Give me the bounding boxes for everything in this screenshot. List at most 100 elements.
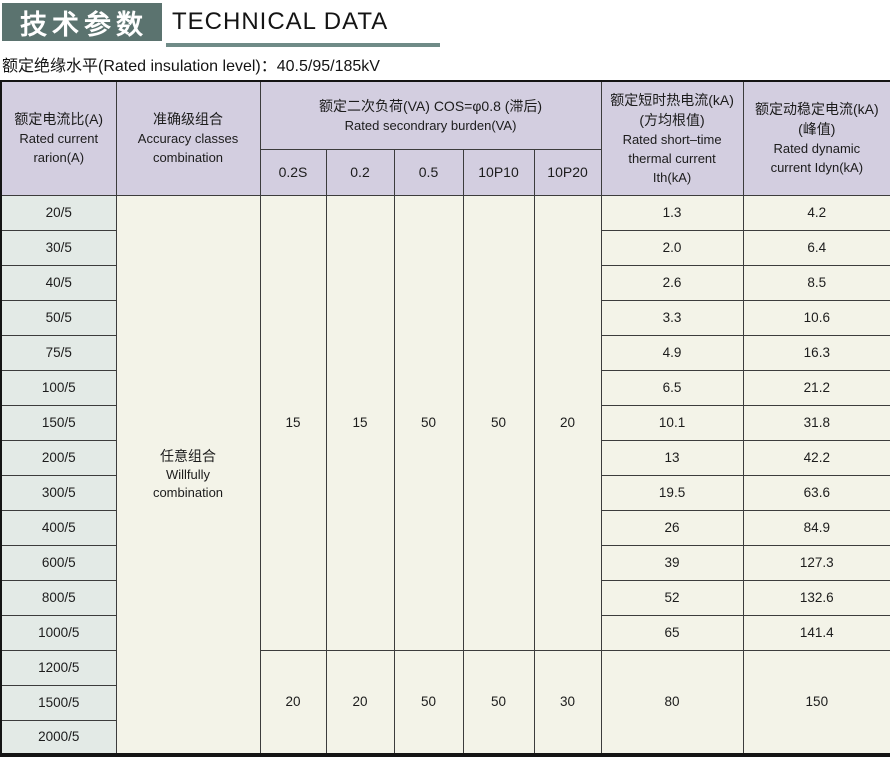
accuracy-line: combination — [152, 485, 224, 501]
idyn-cell: 16.3 — [742, 334, 890, 371]
header-row-2: 0.2S 0.2 0.5 10P10 10P20 — [1, 148, 890, 196]
header-accuracy-classes: 准确级组合 Accuracy classes combination — [115, 80, 261, 196]
header-line: (峰值) — [798, 121, 836, 138]
header-burden-0.2: 0.2 — [325, 148, 395, 196]
ratio-cell: 200/5 — [0, 439, 117, 476]
ratio-cell: 1000/5 — [0, 614, 117, 651]
ratio-cell: 2000/5 — [0, 719, 117, 756]
ratio-cell: 1200/5 — [0, 649, 117, 686]
ratio-cell: 400/5 — [0, 509, 117, 546]
header-line: 准确级组合 — [153, 111, 223, 128]
ith-cell: 2.6 — [600, 264, 744, 301]
burden-cell: 20 — [533, 194, 602, 651]
idyn-cell: 63.6 — [742, 474, 890, 511]
rated-insulation-level: 额定绝缘水平(Rated insulation level)：40.5/95/1… — [2, 58, 380, 75]
burden-cell: 50 — [462, 649, 535, 756]
idyn-cell: 132.6 — [742, 579, 890, 616]
idyn-cell: 8.5 — [742, 264, 890, 301]
header-line: 额定短时热电流(kA) — [610, 91, 734, 108]
idyn-cell: 84.9 — [742, 509, 890, 546]
table-row: 20/5 任意组合 Willfully combination 15 15 50… — [0, 194, 890, 756]
burden-cell: 20 — [325, 649, 395, 756]
ratio-cell: 600/5 — [0, 544, 117, 581]
table-row: 200/5 13 42.2 — [0, 439, 890, 476]
title-underline — [166, 43, 440, 47]
idyn-cell: 127.3 — [742, 544, 890, 581]
header-line: (方均根值) — [639, 111, 705, 128]
idyn-cell: 42.2 — [742, 439, 890, 476]
title-badge: 技术参数 — [2, 3, 162, 41]
ratio-cell: 30/5 — [0, 229, 117, 266]
header-line: 额定电流比(A) — [14, 111, 104, 128]
ratio-cell: 300/5 — [0, 474, 117, 511]
ith-cell: 19.5 — [600, 474, 744, 511]
table-row: 150/5 10.1 31.8 — [0, 404, 890, 441]
ith-cell: 80 — [600, 649, 744, 756]
table-container: 额定电流比(A) Rated current rarion(A) 准确级组合 A… — [0, 80, 890, 757]
ratio-cell: 150/5 — [0, 404, 117, 441]
table-row: 100/5 6.5 21.2 — [0, 369, 890, 406]
ith-cell: 39 — [600, 544, 744, 581]
table-row: 2000/5 — [0, 719, 890, 756]
burden-cell: 15 — [325, 194, 395, 651]
page-header: 技术参数 TECHNICAL DATA — [0, 0, 890, 48]
idyn-cell: 150 — [742, 649, 890, 756]
accuracy-line: 任意组合 — [160, 448, 216, 465]
idyn-cell: 4.2 — [742, 194, 890, 231]
header-line: Rated current — [19, 131, 99, 147]
ith-cell: 10.1 — [600, 404, 744, 441]
header-line: Rated secondrary burden(VA) — [344, 117, 517, 133]
accuracy-combination-cell: 任意组合 Willfully combination — [115, 194, 261, 756]
accuracy-line: Willfully — [165, 467, 211, 483]
header-line: 额定二次负荷(VA) COS=φ0.8 (滞后) — [318, 97, 543, 114]
ratio-cell: 1500/5 — [0, 684, 117, 721]
ith-cell: 3.3 — [600, 299, 744, 336]
header-line: Ith(kA) — [652, 169, 692, 185]
ratio-cell: 40/5 — [0, 264, 117, 301]
burden-cell: 50 — [393, 194, 464, 651]
header-dynamic-current: 额定动稳定电流(kA) (峰值) Rated dynamic current I… — [742, 80, 890, 196]
ith-cell: 65 — [600, 614, 744, 651]
burden-cell: 15 — [259, 194, 327, 651]
idyn-cell: 6.4 — [742, 229, 890, 266]
header-burden-0.2S: 0.2S — [259, 148, 327, 196]
header-line: combination — [152, 150, 224, 166]
ith-cell: 52 — [600, 579, 744, 616]
table-row: 40/5 2.6 8.5 — [0, 264, 890, 301]
table-row: 1500/5 — [0, 684, 890, 721]
ratio-cell: 20/5 — [0, 194, 117, 231]
header-line: Accuracy classes — [137, 131, 239, 147]
idyn-cell: 10.6 — [742, 299, 890, 336]
burden-cell: 20 — [259, 649, 327, 756]
ratio-cell: 100/5 — [0, 369, 117, 406]
idyn-cell: 141.4 — [742, 614, 890, 651]
table-row: 1000/5 65 141.4 — [0, 614, 890, 651]
idyn-cell: 21.2 — [742, 369, 890, 406]
header-line: 额定动稳定电流(kA) — [754, 101, 879, 118]
burden-cell: 30 — [533, 649, 602, 756]
header-secondary-burden-group: 额定二次负荷(VA) COS=φ0.8 (滞后) Rated secondrar… — [259, 80, 602, 150]
header-line: Rated short–time — [622, 131, 722, 147]
header-burden-10P20: 10P20 — [533, 148, 602, 196]
ith-cell: 6.5 — [600, 369, 744, 406]
table-row: 50/5 3.3 10.6 — [0, 299, 890, 336]
ratio-cell: 75/5 — [0, 334, 117, 371]
ith-cell: 26 — [600, 509, 744, 546]
header-row-1: 额定电流比(A) Rated current rarion(A) 准确级组合 A… — [0, 80, 890, 196]
ith-cell: 4.9 — [600, 334, 744, 371]
title-en: TECHNICAL DATA — [172, 8, 389, 35]
header-line: Rated dynamic — [773, 141, 861, 157]
table-row: 800/5 52 132.6 — [0, 579, 890, 616]
table-row: 600/5 39 127.3 — [0, 544, 890, 581]
burden-cell: 50 — [393, 649, 464, 756]
ith-cell: 1.3 — [600, 194, 744, 231]
burden-cell: 50 — [462, 194, 535, 651]
header-rated-current-ratio: 额定电流比(A) Rated current rarion(A) — [0, 80, 117, 196]
header-line: current Idyn(kA) — [770, 160, 864, 176]
ratio-cell: 50/5 — [0, 299, 117, 336]
table-row: 1200/5 20 20 50 50 30 80 150 — [0, 649, 890, 756]
ith-cell: 2.0 — [600, 229, 744, 266]
header-line: thermal current — [628, 150, 716, 166]
header-burden-0.5: 0.5 — [393, 148, 464, 196]
header-thermal-current: 额定短时热电流(kA) (方均根值) Rated short–time ther… — [600, 80, 744, 196]
